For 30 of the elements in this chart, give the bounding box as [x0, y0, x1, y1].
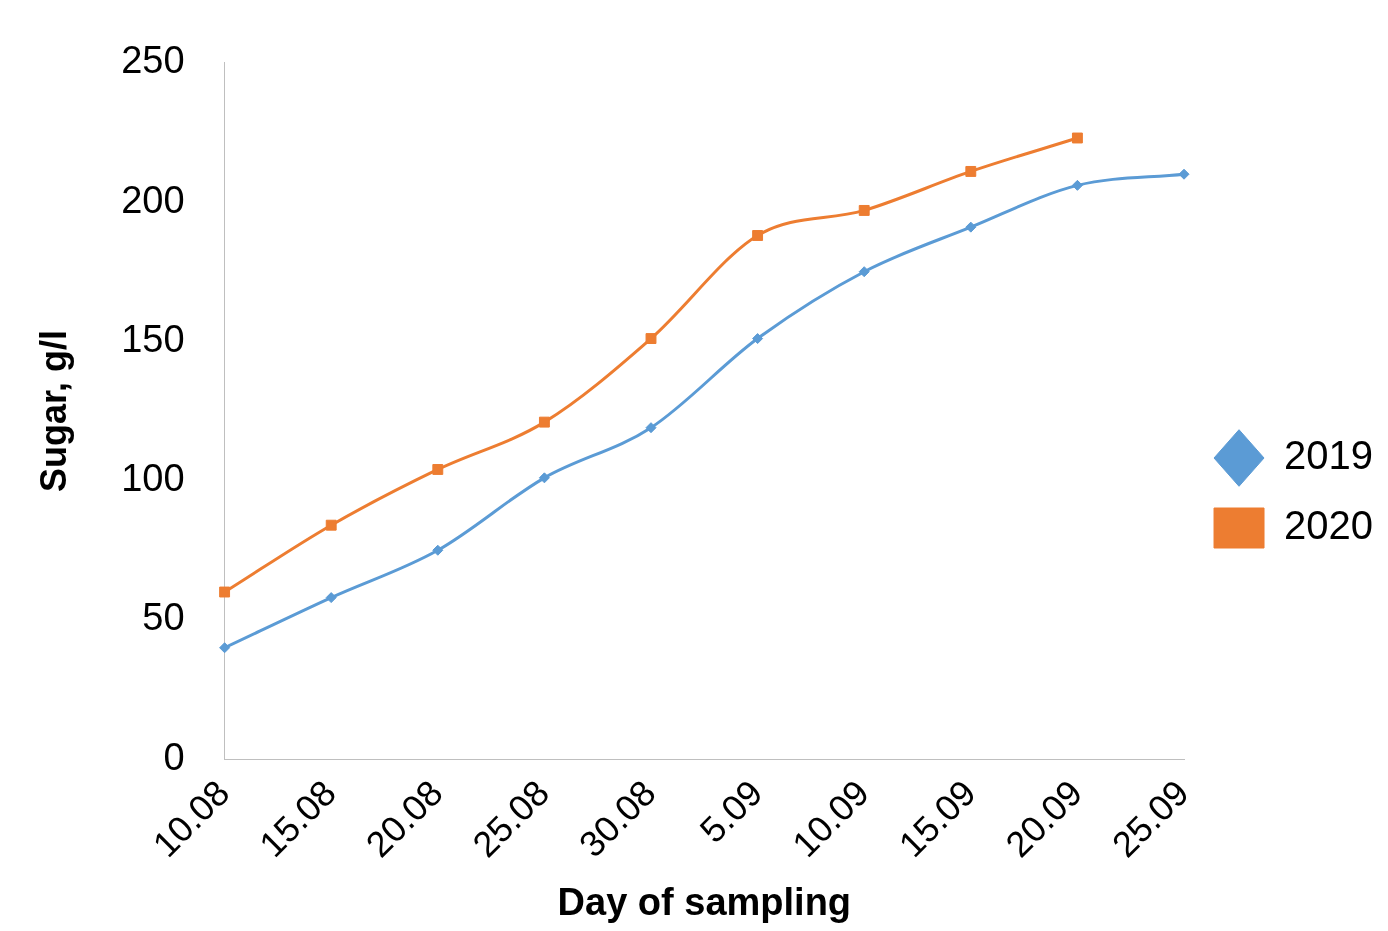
- point: [325, 592, 337, 604]
- point: [432, 464, 444, 475]
- y-axis-title: Sugar, g/l: [32, 329, 74, 492]
- y-tick-label: 150: [121, 317, 185, 360]
- point: [858, 204, 870, 216]
- point: [752, 333, 764, 345]
- point: [325, 519, 337, 531]
- y-tick-label: 200: [121, 178, 185, 221]
- x-axis-title: Day of sampling: [557, 880, 852, 923]
- point: [645, 333, 657, 345]
- point: [965, 221, 977, 233]
- point: [1178, 168, 1190, 180]
- legend-label: 2019: [1284, 433, 1373, 478]
- y-tick-label: 100: [121, 457, 185, 500]
- x-tick-label: 5.09: [691, 772, 771, 851]
- point: [219, 642, 231, 654]
- point: [858, 266, 870, 278]
- point: [219, 586, 231, 598]
- y-tick-label: 0: [163, 735, 185, 778]
- point: [1071, 132, 1083, 144]
- y-tick-label: 50: [142, 596, 185, 639]
- point: [645, 422, 657, 434]
- point: [965, 165, 977, 177]
- point: [538, 416, 550, 428]
- point: [432, 544, 444, 556]
- legend-label: 2020: [1284, 503, 1373, 548]
- point: [752, 230, 764, 241]
- y-tick-label: 250: [121, 39, 185, 82]
- point: [538, 472, 550, 484]
- point: [1071, 179, 1083, 191]
